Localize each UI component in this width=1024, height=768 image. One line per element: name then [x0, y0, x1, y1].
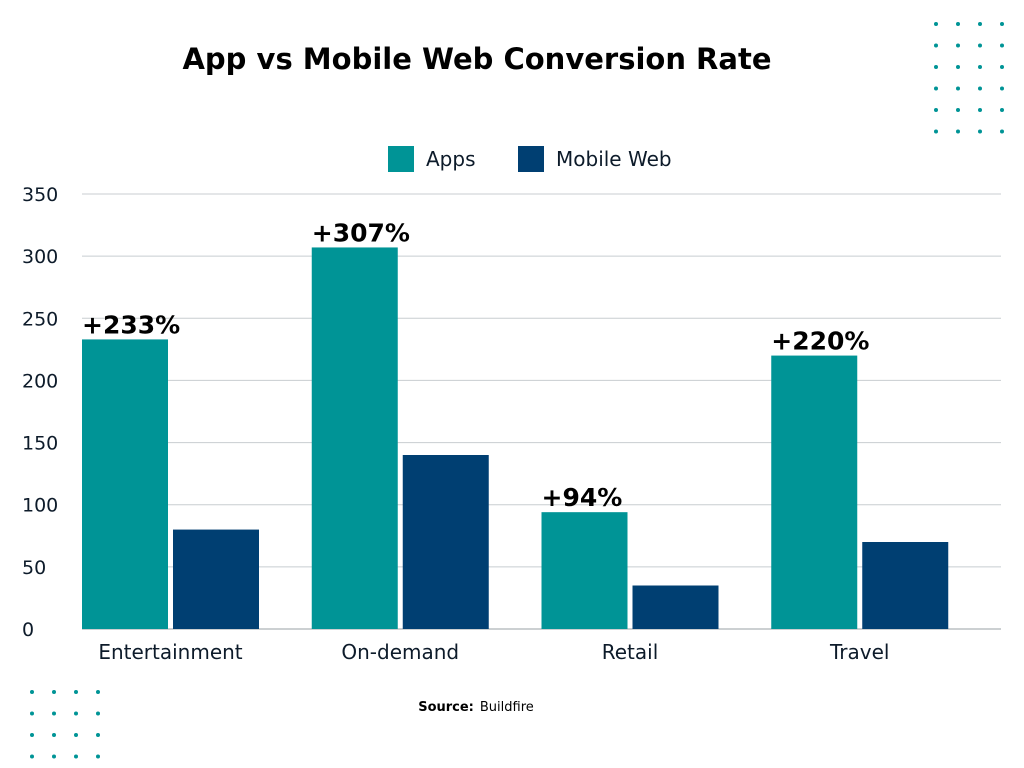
dot — [956, 65, 960, 69]
legend-label: Apps — [426, 147, 476, 171]
legend-swatch — [518, 146, 544, 172]
x-tick-label: On-demand — [341, 640, 459, 664]
dot — [30, 690, 34, 694]
dot — [74, 733, 78, 737]
bar-apps — [771, 355, 858, 629]
source-value: Buildfire — [480, 700, 534, 715]
data-label: +220% — [771, 327, 869, 356]
dot — [30, 711, 34, 716]
data-label: +94% — [542, 483, 623, 512]
legend: Apps Mobile Web — [388, 146, 672, 172]
y-tick-label: 300 — [22, 246, 58, 268]
dot — [74, 711, 78, 716]
bar-apps — [311, 247, 398, 629]
dot — [96, 754, 100, 759]
data-label: +233% — [82, 310, 180, 339]
bar-mobile-web — [632, 585, 719, 629]
dot — [934, 108, 938, 112]
dot — [52, 711, 56, 716]
dot — [1000, 65, 1004, 69]
dot — [52, 690, 56, 694]
bar-mobile-web — [862, 542, 949, 629]
legend-swatch — [388, 146, 414, 172]
bars: +233% +307% +94% +220% — [82, 218, 949, 629]
source-label: Source: — [418, 700, 474, 715]
dot — [96, 690, 100, 694]
dot — [1000, 86, 1004, 91]
y-tick-label: 100 — [22, 495, 58, 517]
dot — [74, 754, 78, 759]
dot — [956, 22, 960, 26]
y-tick-label: 350 — [22, 184, 58, 206]
dot — [1000, 108, 1004, 112]
dot — [934, 43, 938, 48]
bar-apps — [541, 512, 628, 629]
data-label: +307% — [312, 218, 410, 247]
dot — [978, 22, 982, 26]
chart-title: App vs Mobile Web Conversion Rate — [182, 42, 771, 76]
dot — [956, 86, 960, 91]
dot — [956, 108, 960, 112]
dot — [978, 108, 982, 112]
dot — [52, 733, 56, 737]
y-axis-ticks: 0 50 100 150 200 250 300 350 — [22, 184, 58, 641]
dot — [1000, 22, 1004, 26]
y-tick-label: 200 — [22, 370, 58, 392]
x-axis-labels: Entertainment On-demand Retail Travel — [98, 640, 889, 664]
dot — [978, 129, 982, 134]
y-tick-label: 150 — [22, 433, 58, 455]
decorative-dots — [30, 22, 1004, 759]
dot — [1000, 43, 1004, 48]
dot — [30, 733, 34, 737]
dot — [956, 43, 960, 48]
bar-apps — [82, 339, 168, 629]
y-tick-label: 50 — [22, 557, 46, 579]
dot — [956, 129, 960, 134]
dot — [934, 22, 938, 26]
dot — [934, 86, 938, 91]
dot — [1000, 129, 1004, 134]
x-tick-label: Entertainment — [98, 640, 242, 664]
dot — [96, 711, 100, 716]
legend-label: Mobile Web — [556, 147, 672, 171]
dot — [52, 754, 56, 759]
y-tick-label: 0 — [22, 619, 34, 641]
dot — [978, 65, 982, 69]
bar-mobile-web — [402, 455, 489, 629]
dot — [934, 65, 938, 69]
dot — [74, 690, 78, 694]
dot — [978, 86, 982, 91]
dot — [934, 129, 938, 134]
source-note: Source: Buildfire — [418, 700, 534, 715]
dot — [30, 754, 34, 759]
x-tick-label: Retail — [602, 640, 659, 664]
dot — [96, 733, 100, 737]
y-tick-label: 250 — [22, 308, 58, 330]
dot — [978, 43, 982, 48]
x-tick-label: Travel — [829, 640, 889, 664]
bar-mobile-web — [173, 529, 259, 629]
